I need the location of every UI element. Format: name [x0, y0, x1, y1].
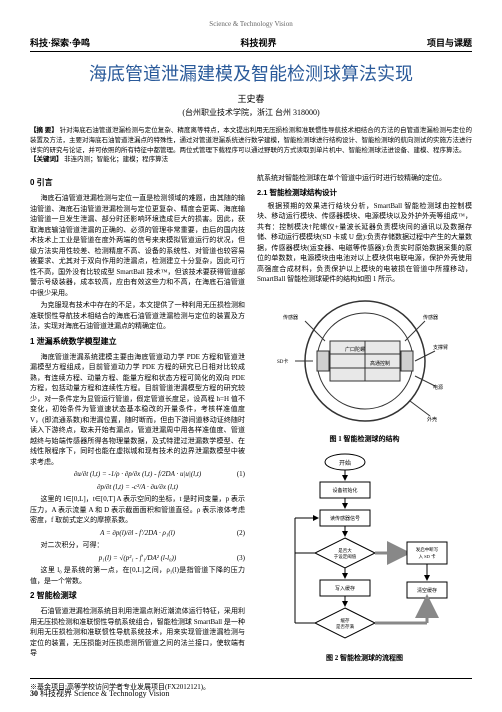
page-footer: 30 科技视界 Science & Technology Vision: [30, 688, 169, 699]
right-column: 航系统对智能检测球在单个管道中运行时进行较精确的定位。 2.1 智能检测球结构设…: [257, 173, 472, 670]
svg-text:高通控制: 高通控制: [370, 360, 390, 367]
s1-p4: 这里 l₀ 是系统的第一点，在[0,L]之间，ρ₁(l)是指管道下降的压力值，是…: [30, 565, 245, 586]
s0-p2: 为克服现有技术中存在的不足，本文提供了一种利用无压损检测和准联惯性导航技术相结合…: [30, 300, 245, 332]
header-row: 科技·探索·争鸣 科技视界 项目与课题: [30, 36, 472, 52]
header-left: 科技·探索·争鸣: [30, 36, 90, 49]
abstract-text: 针对海底石油管道泄漏检测与定位复杂、精度离等特点，本文提出利用无压损检测和准联惯…: [30, 127, 472, 154]
fig1-caption: 图 1 智能检测球的结构: [257, 434, 472, 445]
svg-text:是否存满: 是否存满: [336, 623, 354, 630]
svg-text:读传感器信号: 读传感器信号: [329, 515, 359, 522]
subsection-2-1: 2.1 智能检测球结构设计: [257, 187, 472, 198]
svg-text:缓存: 缓存: [340, 617, 349, 624]
author: 王史春: [30, 92, 472, 105]
footer-journal: 科技视界: [40, 689, 72, 698]
article-title: 海底管道泄漏建模及智能检测球算法实现: [30, 60, 472, 86]
page-number: 30: [30, 689, 38, 698]
equation-1b: ∂p/∂t (l,t) = -c²/A · ∂u/∂x (l,t): [30, 482, 245, 493]
col2-p1: 航系统对智能检测球在单个管道中运行时进行较精确的定位。: [257, 173, 472, 184]
affiliation: (台州职业技术学院，浙江 台州 318000): [30, 107, 472, 118]
s1-p2: 这里的 l∈[0,L]，t∈[0,T] A 表示空间的坐标，t 是时间变量，p …: [30, 494, 245, 526]
svg-text:设备初始化: 设备初始化: [332, 487, 357, 494]
header-right: 项目与课题: [427, 36, 472, 49]
equation-1: ∂u/∂t (l,t) = -1/ρ · ∂p/∂x (l,t) - f/2DA…: [30, 469, 245, 480]
eq2-num: (2): [237, 528, 245, 539]
abstract-block: 【摘 要】 针对海底石油管道泄漏检测与定位复杂、精度离等特点，本文提出利用无压损…: [30, 126, 472, 165]
equation-3: p₁(l) = √(p²₁ - f'₁/DA² (l-l₀)) (3): [30, 553, 245, 564]
keywords-text: 非连内测；智能化；建模；程序算法: [64, 156, 168, 163]
keywords-label: 【关键词】: [30, 156, 63, 163]
svg-text:传感器: 传感器: [423, 314, 438, 321]
svg-text:入 SD 卡: 入 SD 卡: [418, 553, 436, 560]
svg-text:传感器: 传感器: [283, 314, 298, 321]
equation-2: A = ∂p(l)/∂l - f'/2DA · ρ₁(l) (2): [30, 528, 245, 539]
svg-text:广口陀螺: 广口陀螺: [345, 346, 365, 353]
footer-journal-en: Science & Technology Vision: [74, 689, 169, 698]
left-column: 0 引言 海底石油管道泄漏检测与定位一直是检测领域的难题，由其随的输油管道、海底…: [30, 173, 245, 670]
svg-text:电源: 电源: [433, 384, 443, 391]
section-1-title: 1 泄漏系统数学模型建立: [30, 336, 245, 348]
eq3-num: (3): [237, 553, 245, 564]
svg-text:开始: 开始: [338, 459, 350, 467]
svg-text:SD卡: SD卡: [277, 358, 288, 365]
fig2-caption: 图 2 智能检测球的流程图: [257, 653, 472, 664]
abstract-label: 【摘 要】: [30, 127, 58, 134]
svg-text:清空缓存: 清空缓存: [416, 587, 436, 594]
col2-p2: 根据预期的效果进行结块分析，SmartBall 智能检测球由控制模块、移动运行模…: [257, 201, 472, 285]
section-2-title: 2 智能检测球: [30, 590, 245, 602]
svg-text:支撑臂: 支撑臂: [433, 344, 448, 351]
eq1-num: (1): [237, 469, 245, 480]
s1-p1: 海底管道泄漏系统建模主要由海底管道动力学 PDE 方程和管道泄漏模型方程组成，目…: [30, 352, 245, 468]
s1-p3: 对二次积分，可得：: [30, 540, 245, 551]
svg-text:是否大: 是否大: [338, 547, 352, 554]
svg-text:于设定阈值: 于设定阈值: [333, 553, 356, 560]
svg-text:发启中断写: 发启中断写: [415, 546, 438, 553]
s0-p1: 海底石油管道泄漏检测与定位一直是检测领域的难题，由其随的输油管道、海底石油管道泄…: [30, 193, 245, 298]
figure-2: 开始 设备初始化 读传感器信号 是否大 于设定阈值 发启中断写 入 SD 卡: [257, 450, 472, 664]
svg-text:外壳: 外壳: [427, 416, 437, 423]
svg-text:写入缓存: 写入缓存: [334, 585, 354, 592]
section-0-title: 0 引言: [30, 177, 245, 189]
header-supertitle: Science & Technology Vision: [30, 20, 472, 28]
header-center: 科技视界: [240, 36, 276, 49]
s2-p1: 石油管道泄漏检测系统目利用泄漏点附近潮流体运行特征，采用利用无压损检测和准联惯性…: [30, 606, 245, 659]
figure-1: 广口陀螺 高通控制 传感器 传感器 SD卡 支撑臂 电源 外壳: [257, 291, 472, 445]
